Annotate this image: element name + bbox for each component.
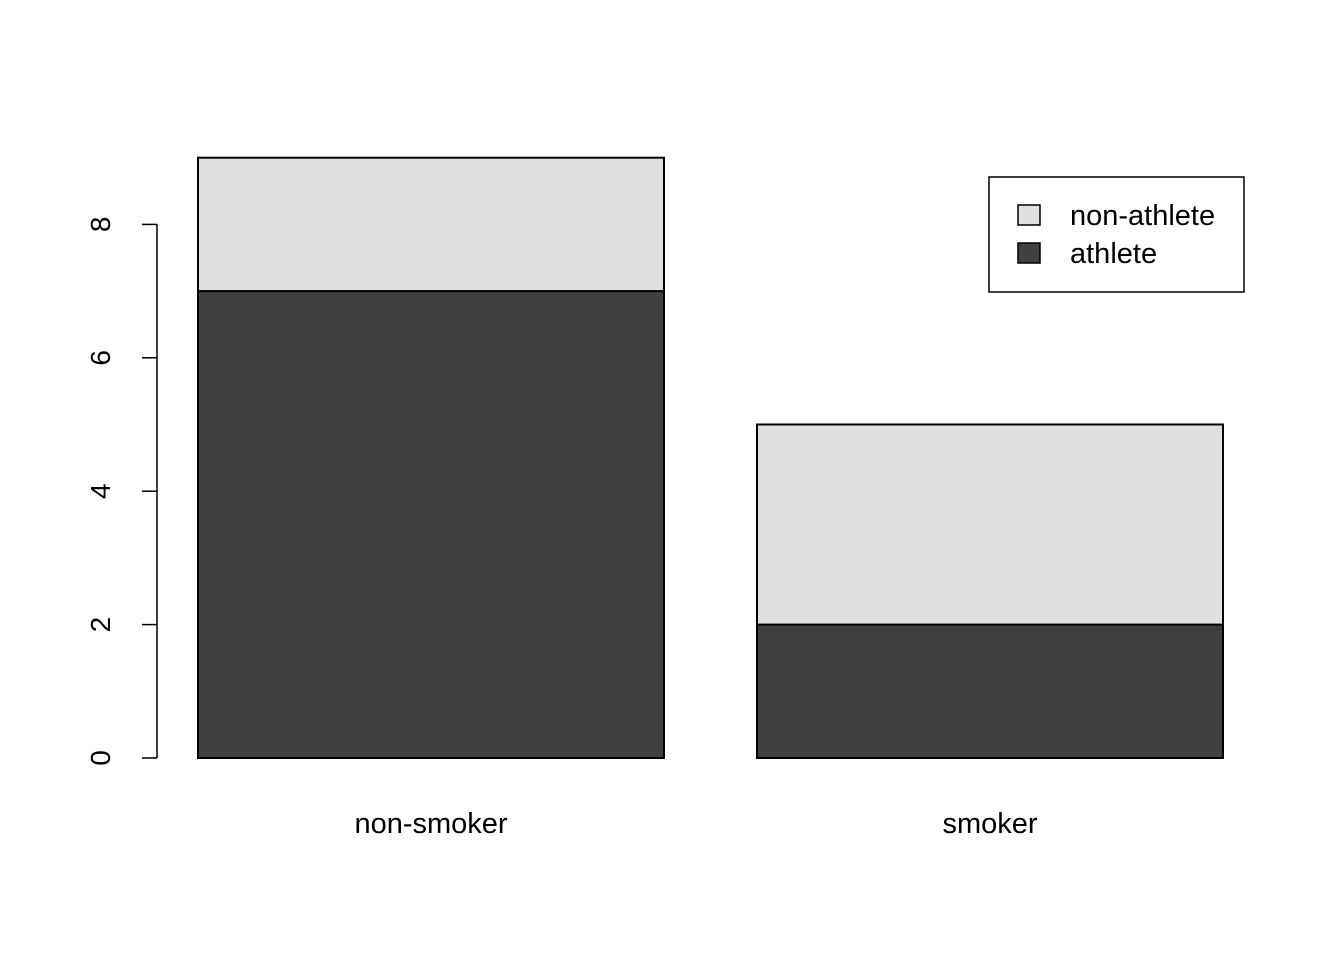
legend-label: non-athlete	[1070, 200, 1215, 232]
y-tick-label: 2	[85, 617, 116, 633]
y-tick-label: 8	[85, 217, 116, 233]
legend-swatch	[1017, 204, 1041, 226]
y-tick-label: 6	[85, 350, 116, 366]
x-category-label: smoker	[942, 808, 1037, 840]
legend: non-athlete athlete	[988, 176, 1245, 293]
legend-swatch	[1017, 242, 1041, 264]
bar-smoker-non-athlete	[756, 423, 1224, 626]
bar-non-smoker-non-athlete	[197, 156, 665, 293]
y-tick-label: 0	[85, 750, 116, 766]
bar-smoker-athlete	[756, 623, 1224, 759]
x-axis-labels: non-smoker smoker	[354, 808, 1037, 840]
y-tick-label: 4	[85, 483, 116, 499]
legend-box	[988, 176, 1245, 293]
x-category-label: non-smoker	[354, 808, 507, 840]
legend-label: athlete	[1070, 238, 1157, 270]
bar-non-smoker-athlete	[197, 290, 665, 759]
y-axis: 0 2 4 6 8	[85, 217, 158, 766]
bars	[197, 156, 1224, 759]
